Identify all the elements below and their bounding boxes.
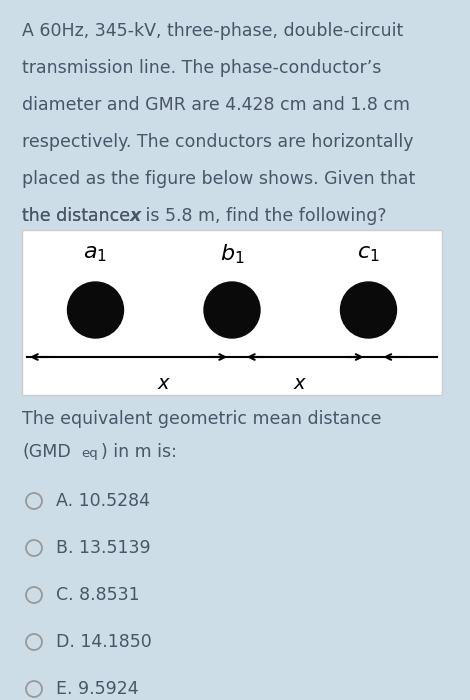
Circle shape [204,282,260,338]
Text: respectively. The conductors are horizontally: respectively. The conductors are horizon… [22,133,414,151]
Text: the distance: the distance [22,207,130,225]
Text: $b_1$: $b_1$ [220,242,244,265]
Text: eq: eq [81,447,98,460]
Circle shape [68,282,124,338]
Text: $x$: $x$ [157,375,171,393]
Text: (GMD: (GMD [22,443,71,461]
Text: x: x [130,207,141,225]
Text: A 60Hz, 345-kV, three-phase, double-circuit: A 60Hz, 345-kV, three-phase, double-circ… [22,22,403,40]
Text: is 5.8 m, find the following?: is 5.8 m, find the following? [140,207,386,225]
Text: D. 14.1850: D. 14.1850 [56,633,152,651]
Bar [22,230,442,395]
Text: B. 13.5139: B. 13.5139 [56,539,150,557]
Text: the distance: the distance [22,207,136,225]
Text: $a_1$: $a_1$ [84,242,108,264]
Text: transmission line. The phase-conductor’s: transmission line. The phase-conductor’s [22,59,381,77]
Text: $c_1$: $c_1$ [357,242,380,264]
Text: C. 8.8531: C. 8.8531 [56,586,140,604]
Text: ) in m is:: ) in m is: [101,443,177,461]
Text: The equivalent geometric mean distance: The equivalent geometric mean distance [22,410,382,428]
Text: A. 10.5284: A. 10.5284 [56,492,150,510]
Text: placed as the figure below shows. Given that: placed as the figure below shows. Given … [22,170,415,188]
Text: $x$: $x$ [293,375,307,393]
Circle shape [340,282,397,338]
Text: diameter and GMR are 4.428 cm and 1.8 cm: diameter and GMR are 4.428 cm and 1.8 cm [22,96,410,114]
Text: E. 9.5924: E. 9.5924 [56,680,139,698]
